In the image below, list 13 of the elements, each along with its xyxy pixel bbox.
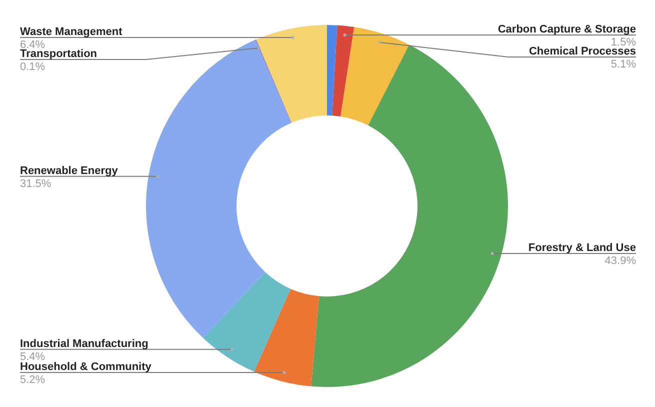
slice-label: Transportation (20, 48, 98, 60)
slice-label: Household & Community (20, 361, 152, 374)
data-label: 31.5% (20, 178, 52, 190)
data-label: 5.4% (20, 350, 46, 363)
slice-label: Forestry & Land Use (528, 242, 636, 254)
slice-label: Industrial Manufacturing (20, 338, 148, 350)
slice-label: Renewable Energy (20, 164, 119, 177)
slice-label: Waste Management (20, 26, 123, 38)
slice-label: Carbon Capture & Storage (498, 23, 636, 36)
data-label: 5.1% (610, 58, 636, 70)
data-label: 0.1% (20, 61, 46, 74)
data-label: 43.9% (604, 254, 636, 267)
data-label: 5.2% (20, 374, 46, 386)
